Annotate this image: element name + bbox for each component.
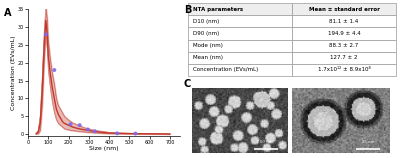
Text: 25 nm: 25 nm [362, 140, 374, 144]
Point [84, 128, 91, 131]
Text: B: B [184, 5, 191, 15]
Text: A: A [4, 8, 12, 18]
Point [92, 130, 98, 133]
Point [51, 69, 58, 71]
Y-axis label: Concentration (EVs/mL): Concentration (EVs/mL) [11, 35, 16, 110]
Point [114, 132, 120, 135]
Point [76, 124, 83, 126]
Point [67, 123, 74, 125]
Point [132, 132, 139, 135]
X-axis label: Size (nm): Size (nm) [89, 146, 119, 151]
Text: 50 nm: 50 nm [260, 140, 272, 144]
Point [43, 33, 49, 36]
Text: C: C [184, 79, 191, 89]
